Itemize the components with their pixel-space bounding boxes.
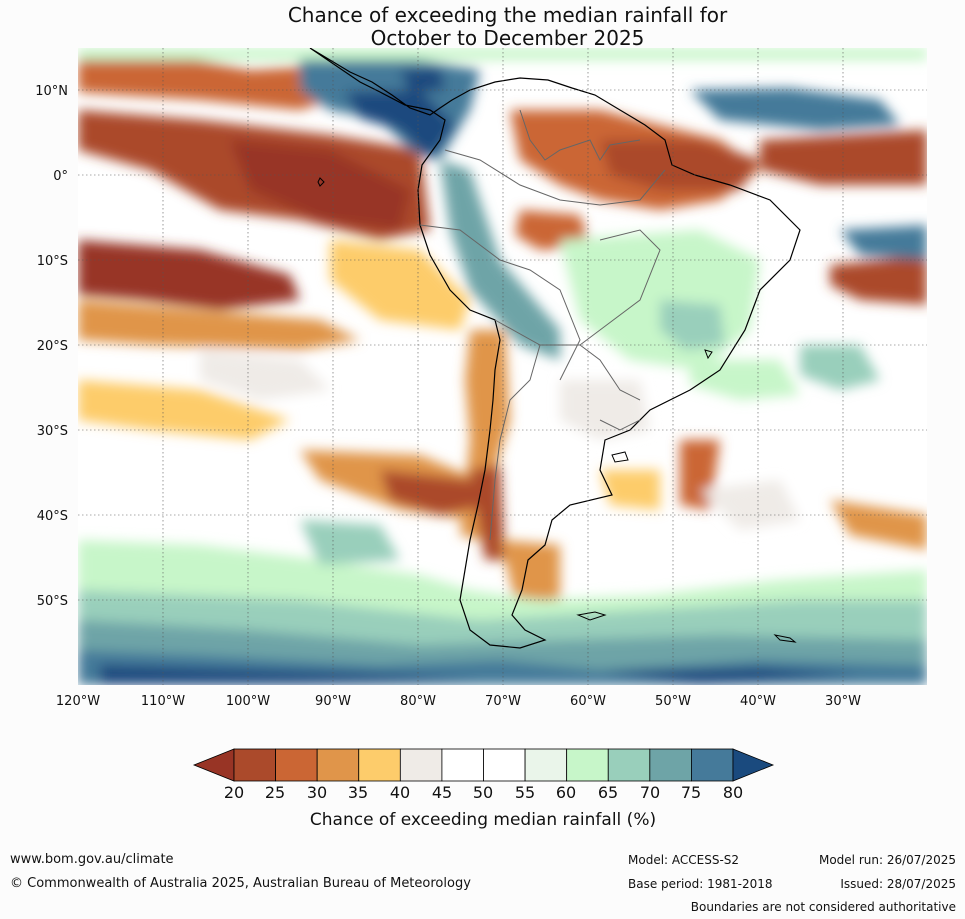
colorbar-extend-low [194,749,234,781]
cbar-tick-35: 35 [348,783,368,802]
map-panel [78,48,927,685]
cbar-tick-70: 70 [640,783,660,802]
cbar-tick-80: 80 [723,783,743,802]
cbar-tick-75: 75 [681,783,701,802]
colorbar-box [484,749,526,781]
lon-label-70w: 70°W [485,694,521,709]
latitude-labels: 10°N 0° 10°S 20°S 30°S 40°S 50°S [35,84,68,609]
lon-label-120w: 120°W [56,694,100,709]
colorbar-box [525,749,567,781]
colorbar-title: Chance of exceeding median rainfall (%) [310,810,656,830]
colorbar-box [234,749,276,781]
colorbar-box [691,749,733,781]
lat-label-10s: 10°S [37,254,68,269]
lat-label-50s: 50°S [37,594,68,609]
lon-label-80w: 80°W [400,694,436,709]
colorbar-boxes [234,749,733,781]
lon-label-90w: 90°W [315,694,351,709]
lat-label-40s: 40°S [37,509,68,524]
cbar-tick-60: 60 [556,783,576,802]
colorbar-box [567,749,609,781]
lat-label-0: 0° [53,169,68,184]
cbar-tick-50: 50 [473,783,493,802]
colorbar-box [400,749,442,781]
colorbar-box [359,749,401,781]
cbar-tick-45: 45 [432,783,452,802]
footer-model: Model: ACCESS-S2 [628,853,739,867]
cbar-tick-25: 25 [265,783,285,802]
lon-label-110w: 110°W [141,694,185,709]
longitude-labels: 120°W 110°W 100°W 90°W 80°W 70°W 60°W 50… [56,694,861,709]
lat-label-20s: 20°S [37,339,68,354]
lon-label-30w: 30°W [825,694,861,709]
footer-model-run: Model run: 26/07/2025 [819,853,956,867]
footer-url[interactable]: www.bom.gov.au/climate [10,852,174,867]
footer-disclaimer: Boundaries are not considered authoritat… [691,900,956,914]
colorbar-box [608,749,650,781]
colorbar-box [442,749,484,781]
colorbar: 20 25 30 35 40 45 50 55 60 65 70 75 80 C… [194,749,773,830]
cbar-tick-40: 40 [390,783,410,802]
colorbar-tick-labels: 20 25 30 35 40 45 50 55 60 65 70 75 80 [224,783,743,802]
colorbar-extend-high [733,749,773,781]
lat-label-30s: 30°S [37,424,68,439]
lon-label-100w: 100°W [226,694,270,709]
lon-label-40w: 40°W [740,694,776,709]
cbar-tick-20: 20 [224,783,244,802]
lon-label-60w: 60°W [570,694,606,709]
footer-copyright: © Commonwealth of Australia 2025, Austra… [10,876,471,891]
lon-label-50w: 50°W [655,694,691,709]
cbar-tick-55: 55 [515,783,535,802]
colorbar-box [650,749,692,781]
footer-base-period: Base period: 1981-2018 [628,877,773,891]
colorbar-box [317,749,359,781]
colorbar-box [276,749,318,781]
cbar-tick-30: 30 [307,783,327,802]
cbar-tick-65: 65 [598,783,618,802]
lat-label-10n: 10°N [35,84,68,99]
bom-climate-link[interactable]: www.bom.gov.au/climate [10,852,174,867]
footer-issued: Issued: 28/07/2025 [840,877,956,891]
